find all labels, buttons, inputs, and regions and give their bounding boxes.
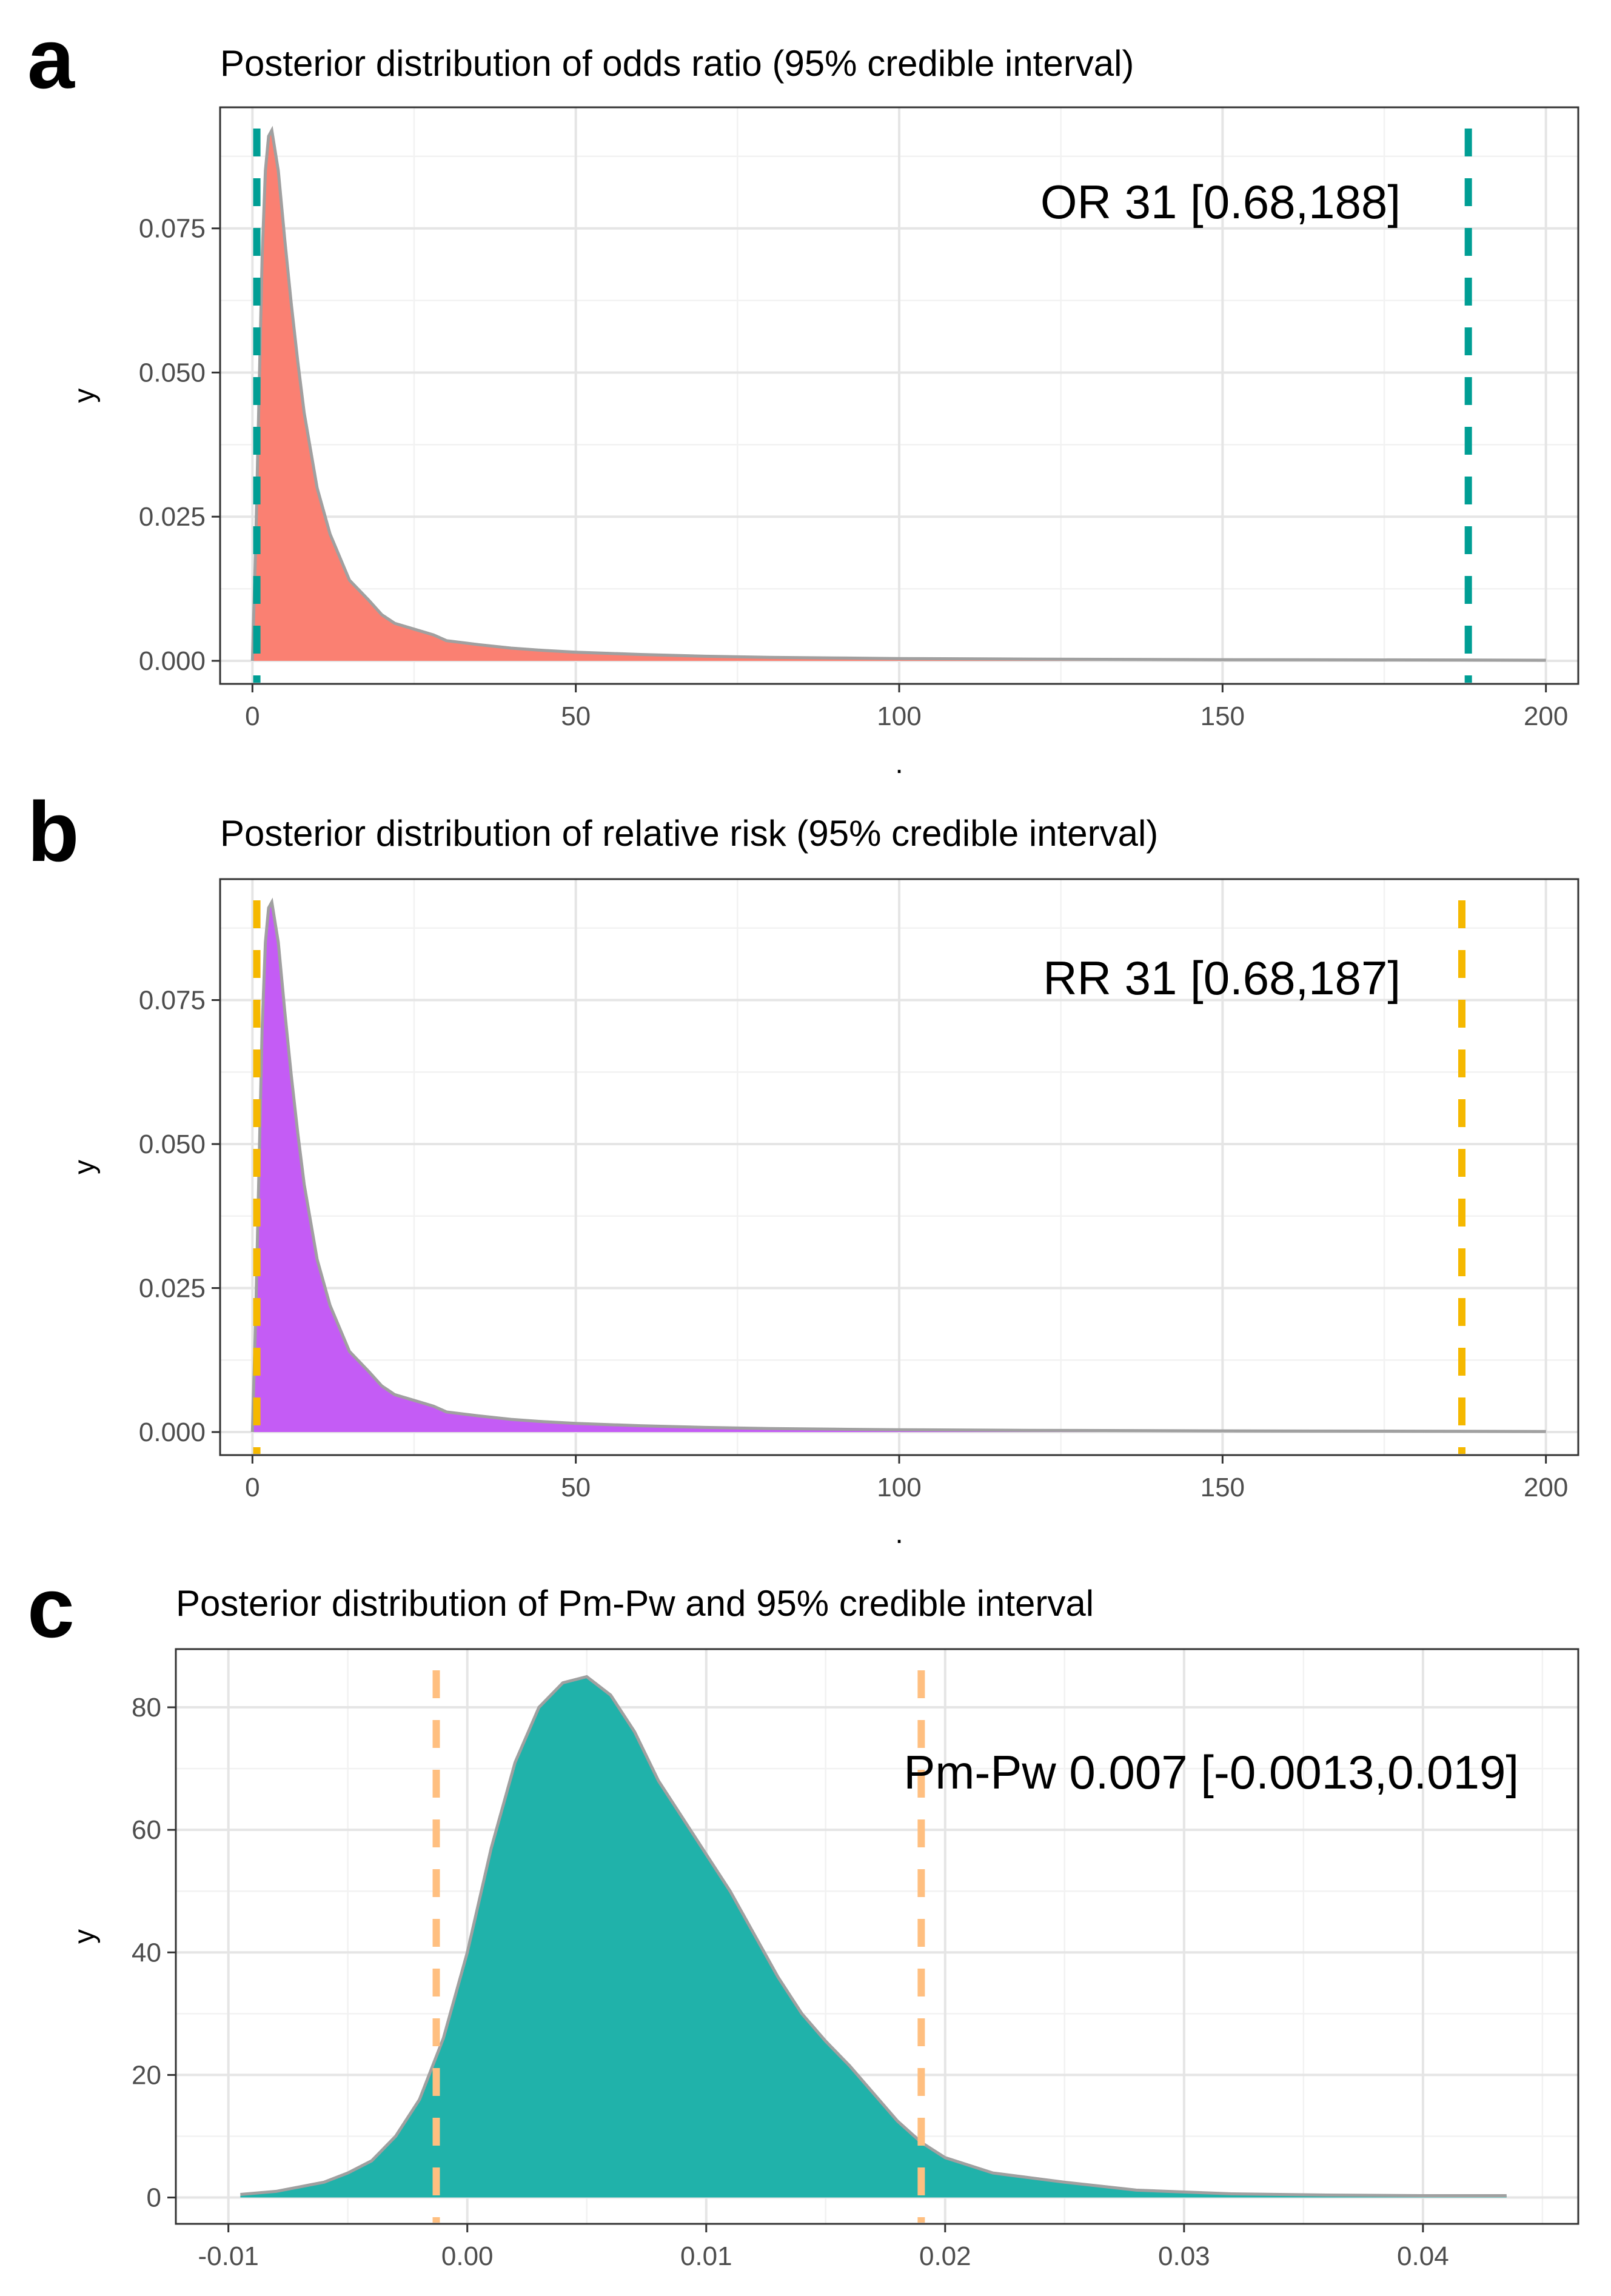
y-tick-label: 0.075 <box>139 986 206 1016</box>
density-outline <box>240 1675 1507 2197</box>
panel-letter: c <box>27 1560 75 1655</box>
x-tick-label: -0.01 <box>198 2241 259 2271</box>
x-tick-label: 50 <box>561 1473 591 1502</box>
x-axis-label: . <box>895 1518 903 1550</box>
x-tick-label: 50 <box>561 701 591 731</box>
chart-title: Posterior distribution of relative risk … <box>220 813 1158 854</box>
chart-title: Posterior distribution of Pm-Pw and 95% … <box>176 1583 1094 1624</box>
x-tick-label: 0.03 <box>1158 2241 1210 2271</box>
x-tick-label: 0.01 <box>680 2241 732 2271</box>
interval-annotation: OR 31 [0.68,188] <box>1040 175 1401 229</box>
x-tick-label: 150 <box>1201 701 1245 731</box>
panel-letter: b <box>27 784 79 879</box>
x-tick-label: 0 <box>245 1473 260 1502</box>
y-tick-label: 0 <box>147 2183 161 2213</box>
y-tick-label: 0.025 <box>139 502 206 532</box>
y-tick-label: 0.075 <box>139 214 206 244</box>
panel-c: c Posterior distribution of Pm-Pw and 95%… <box>27 1560 1579 2271</box>
x-tick-label: 150 <box>1201 1473 1245 1502</box>
y-tick-label: 80 <box>132 1693 161 1722</box>
x-tick-label: 0.00 <box>441 2241 494 2271</box>
y-tick-label: 0.000 <box>139 1417 206 1447</box>
y-tick-label: 20 <box>132 2060 161 2090</box>
y-tick-label: 0.050 <box>139 1130 206 1159</box>
panel-a: a Posterior distribution of odds ratio (9… <box>27 11 1579 780</box>
y-tick-label: 40 <box>132 1938 161 1967</box>
y-axis-label: y <box>69 389 101 403</box>
x-tick-label: 100 <box>877 1473 921 1502</box>
x-tick-label: 0.04 <box>1397 2241 1449 2271</box>
chart-title: Posterior distribution of odds ratio (95… <box>220 43 1134 84</box>
density-outline <box>250 897 1546 1433</box>
x-tick-label: 100 <box>877 701 921 731</box>
y-axis-label: y <box>69 1929 101 1944</box>
panel-border <box>175 1648 1579 2225</box>
y-axis-label: y <box>69 1160 101 1174</box>
panel-b: b Posterior distribution of relative risk… <box>27 784 1579 1550</box>
interval-annotation: Pm-Pw 0.007 [-0.0013,0.019] <box>903 1745 1519 1799</box>
y-tick-label: 0.025 <box>139 1274 206 1304</box>
panel-letter: a <box>27 11 75 106</box>
density-outline <box>250 126 1546 662</box>
x-tick-label: 0.02 <box>919 2241 971 2271</box>
y-tick-label: 60 <box>132 1815 161 1845</box>
x-tick-label: 200 <box>1524 701 1568 731</box>
density-area <box>240 1676 1507 2198</box>
x-tick-label: 0 <box>245 701 260 731</box>
y-tick-label: 0.000 <box>139 646 206 676</box>
x-tick-label: 200 <box>1524 1473 1568 1502</box>
y-tick-label: 0.050 <box>139 358 206 387</box>
x-axis-label: . <box>895 748 903 780</box>
interval-annotation: RR 31 [0.68,187] <box>1043 951 1401 1005</box>
